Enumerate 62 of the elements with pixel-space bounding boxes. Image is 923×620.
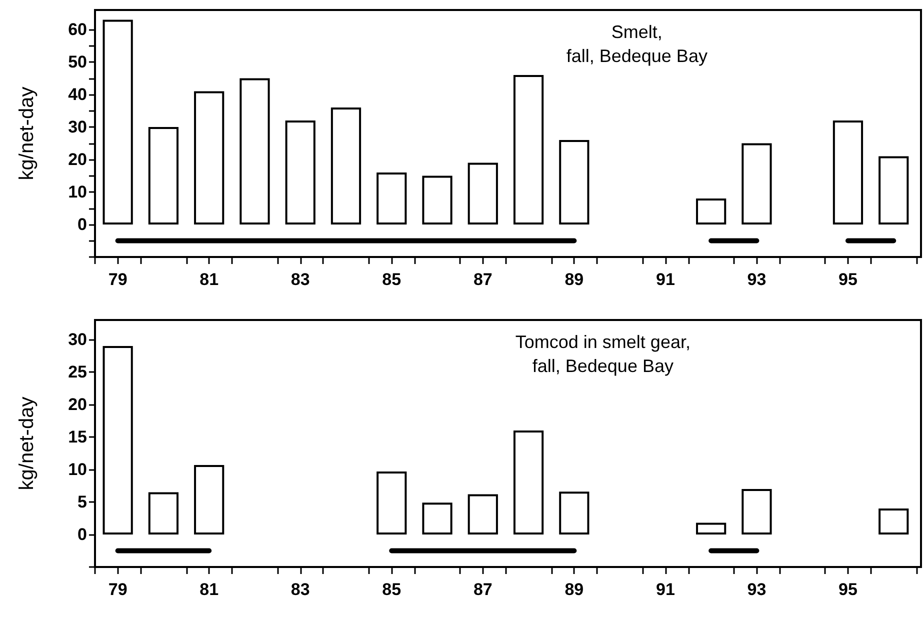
y-tick-label: 10: [68, 182, 87, 202]
x-tick-label: 85: [382, 580, 402, 599]
y-tick-label: 30: [68, 118, 87, 136]
y-tick-label: 10: [68, 460, 87, 479]
x-tick-label: 93: [747, 270, 766, 289]
bar: [742, 143, 772, 224]
y-tick-label: 30: [68, 330, 87, 349]
bar: [468, 494, 498, 534]
bar: [422, 502, 452, 534]
y-tick-label: 60: [68, 20, 87, 39]
bar: [194, 91, 224, 224]
bar: [696, 198, 726, 224]
x-tick-label: 93: [747, 580, 766, 599]
bar: [330, 108, 362, 224]
x-tick-label: 91: [656, 270, 675, 289]
y-tick-label: 0: [78, 215, 87, 234]
bar: [468, 162, 498, 224]
bar: [559, 140, 590, 224]
y-tick-label: 25: [68, 362, 87, 382]
bar: [513, 430, 544, 534]
x-tick-label: 83: [290, 270, 310, 289]
x-tick-label: 95: [838, 580, 858, 599]
bar: [422, 176, 452, 224]
bar: [102, 20, 133, 224]
y-tick-label: 20: [68, 395, 87, 414]
y-tick-label: 15: [68, 428, 87, 446]
x-tick-label: 81: [200, 270, 219, 289]
y-tick-label: 0: [78, 525, 87, 544]
bar: [513, 75, 544, 224]
x-tick-label: 87: [473, 580, 492, 599]
bar: [376, 471, 407, 534]
bar: [696, 522, 726, 534]
bar: [194, 464, 224, 534]
x-tick-label: 89: [564, 580, 584, 599]
bar: [878, 156, 909, 224]
bar: [148, 127, 179, 224]
x-tick-label: 83: [290, 580, 310, 599]
text: Tomcod in smelt gear, fall, Bedeque Bay: [515, 332, 690, 376]
x-tick-label: 79: [108, 270, 128, 289]
y-tick-label: 50: [68, 52, 87, 72]
x-tick-label: 89: [564, 270, 584, 289]
x-tick-label: 81: [200, 580, 219, 599]
bar: [285, 120, 316, 224]
y-tick-label: 40: [68, 85, 87, 104]
x-tick-label: 85: [382, 270, 402, 289]
y-axis-title: kg/net-day: [16, 396, 38, 490]
bar: [832, 120, 864, 224]
x-tick-label: 91: [656, 580, 675, 599]
bar: [559, 492, 590, 534]
y-axis-title: kg/net-day: [16, 86, 38, 180]
bar: [742, 489, 772, 534]
bar: [102, 346, 133, 534]
bar: [240, 78, 270, 224]
bar: [878, 508, 909, 534]
y-tick-label: 5: [78, 492, 87, 512]
x-tick-label: 95: [838, 270, 858, 289]
bar: [148, 492, 179, 534]
text: Smelt, fall, Bedeque Bay: [566, 22, 708, 66]
x-tick-label: 87: [473, 270, 492, 289]
x-tick-label: 79: [108, 580, 128, 599]
y-tick-label: 20: [68, 150, 87, 169]
bar: [376, 172, 407, 224]
